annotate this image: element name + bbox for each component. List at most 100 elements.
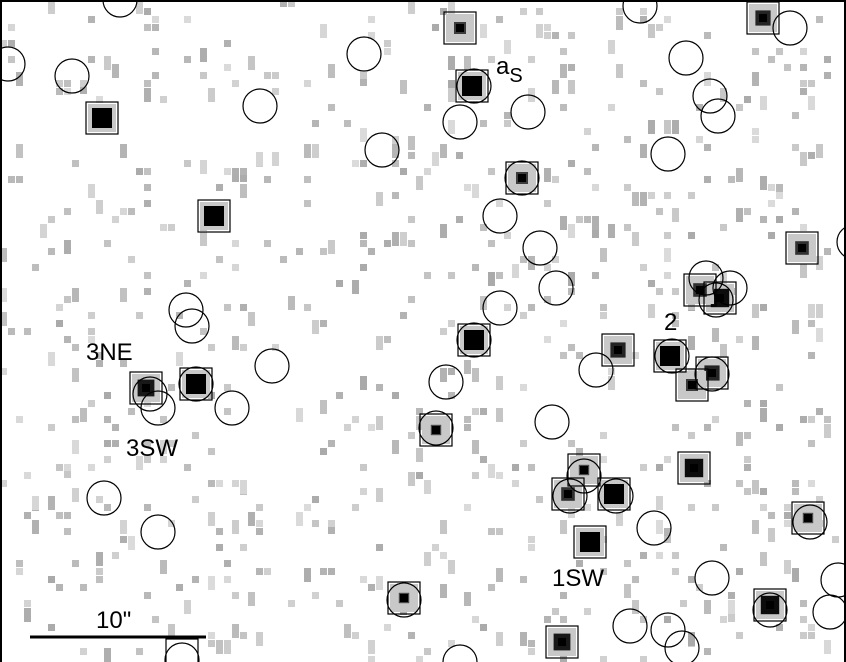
noise-pixel — [208, 448, 215, 455]
noise-pixel — [592, 144, 599, 151]
noise-pixel — [424, 104, 431, 111]
noise-pixel — [224, 408, 231, 415]
noise-pixel — [24, 512, 31, 519]
blob-center — [716, 294, 724, 302]
noise-pixel — [336, 280, 343, 287]
noise-pixel — [808, 416, 815, 423]
noise-pixel — [224, 304, 231, 311]
noise-pixel — [32, 520, 39, 534]
noise-pixel — [808, 80, 815, 87]
noise-pixel — [336, 600, 343, 607]
noise-pixel — [360, 160, 367, 167]
noise-pixel — [744, 208, 751, 215]
noise-pixel — [800, 88, 807, 95]
noise-pixel — [776, 384, 783, 391]
noise-pixel — [680, 600, 687, 607]
noise-pixel — [16, 176, 23, 183]
noise-pixel — [608, 104, 615, 111]
noise-pixel — [48, 576, 55, 583]
noise-pixel — [664, 248, 671, 262]
noise-pixel — [208, 344, 215, 351]
noise-pixel — [160, 560, 167, 574]
noise-pixel — [304, 176, 311, 183]
noise-pixel — [720, 344, 727, 358]
noise-pixel — [656, 464, 663, 471]
noise-pixel — [640, 8, 647, 15]
noise-pixel — [712, 264, 719, 271]
noise-pixel — [344, 120, 351, 127]
noise-pixel — [576, 352, 583, 359]
noise-pixel — [568, 80, 575, 94]
noise-pixel — [304, 80, 311, 87]
noise-pixel — [656, 88, 663, 95]
noise-pixel — [224, 560, 231, 567]
noise-pixel — [472, 616, 479, 623]
noise-pixel — [784, 504, 791, 511]
noise-pixel — [240, 632, 247, 639]
noise-pixel — [296, 248, 303, 255]
noise-pixel — [808, 480, 815, 487]
noise-pixel — [288, 600, 295, 607]
noise-pixel — [72, 416, 79, 423]
noise-pixel — [408, 152, 415, 159]
noise-pixel — [448, 560, 455, 574]
noise-pixel — [480, 624, 487, 631]
noise-pixel — [376, 336, 383, 350]
blob-center — [470, 336, 478, 344]
noise-pixel — [688, 232, 695, 239]
noise-pixel — [792, 568, 799, 582]
noise-pixel — [448, 88, 455, 102]
noise-pixel — [264, 240, 271, 247]
noise-pixel — [808, 96, 815, 110]
noise-pixel — [88, 464, 95, 471]
noise-pixel — [416, 448, 423, 462]
noise-pixel — [568, 344, 575, 351]
noise-pixel — [304, 304, 311, 311]
noise-pixel — [704, 424, 711, 431]
noise-pixel — [552, 176, 559, 183]
noise-pixel — [824, 424, 831, 438]
noise-pixel — [240, 168, 247, 175]
noise-pixel — [248, 312, 255, 326]
noise-pixel — [160, 416, 167, 423]
noise-pixel — [344, 424, 351, 431]
noise-pixel — [432, 152, 439, 166]
noise-pixel — [208, 632, 215, 639]
noise-pixel — [48, 216, 55, 223]
noise-pixel — [352, 160, 359, 167]
noise-pixel — [464, 56, 471, 70]
noise-pixel — [224, 576, 231, 583]
noise-pixel — [72, 368, 79, 382]
noise-pixel — [192, 576, 199, 583]
noise-pixel — [328, 240, 335, 254]
noise-pixel — [624, 560, 631, 567]
noise-pixel — [400, 168, 407, 175]
noise-pixel — [736, 632, 743, 639]
noise-pixel — [800, 80, 807, 87]
noise-pixel — [168, 384, 175, 391]
noise-pixel — [8, 56, 15, 63]
noise-pixel — [640, 464, 647, 471]
source-label: 2 — [664, 309, 677, 336]
noise-pixel — [640, 264, 647, 271]
noise-pixel — [320, 320, 327, 327]
noise-pixel — [816, 304, 823, 318]
noise-pixel — [128, 208, 135, 215]
noise-pixel — [792, 144, 799, 151]
noise-pixel — [688, 576, 695, 583]
noise-pixel — [440, 552, 447, 559]
noise-pixel — [520, 576, 527, 583]
noise-pixel — [744, 400, 751, 407]
noise-pixel — [648, 24, 655, 38]
noise-pixel — [536, 24, 543, 38]
noise-pixel — [736, 432, 743, 446]
noise-pixel — [144, 168, 151, 175]
noise-pixel — [736, 336, 743, 343]
noise-pixel — [232, 264, 239, 271]
noise-pixel — [48, 0, 55, 14]
noise-pixel — [368, 424, 375, 431]
noise-pixel — [256, 528, 263, 535]
noise-pixel — [136, 168, 143, 175]
noise-pixel — [104, 240, 111, 247]
noise-pixel — [392, 192, 399, 199]
